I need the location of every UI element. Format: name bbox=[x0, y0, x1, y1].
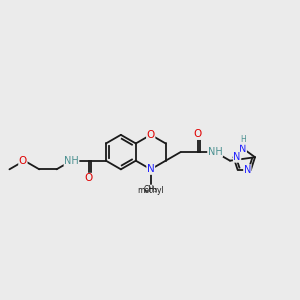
Text: NH: NH bbox=[208, 147, 222, 157]
Text: O: O bbox=[194, 130, 202, 140]
Text: methyl: methyl bbox=[137, 186, 164, 195]
Text: H: H bbox=[240, 135, 246, 144]
Text: N: N bbox=[147, 164, 154, 174]
Text: NH: NH bbox=[64, 156, 79, 166]
Text: N: N bbox=[239, 144, 247, 154]
Text: N: N bbox=[233, 152, 241, 162]
Text: O: O bbox=[85, 173, 93, 183]
Text: N: N bbox=[244, 165, 251, 175]
Text: CH₃: CH₃ bbox=[144, 185, 158, 194]
Text: O: O bbox=[147, 130, 155, 140]
Text: O: O bbox=[19, 156, 27, 166]
